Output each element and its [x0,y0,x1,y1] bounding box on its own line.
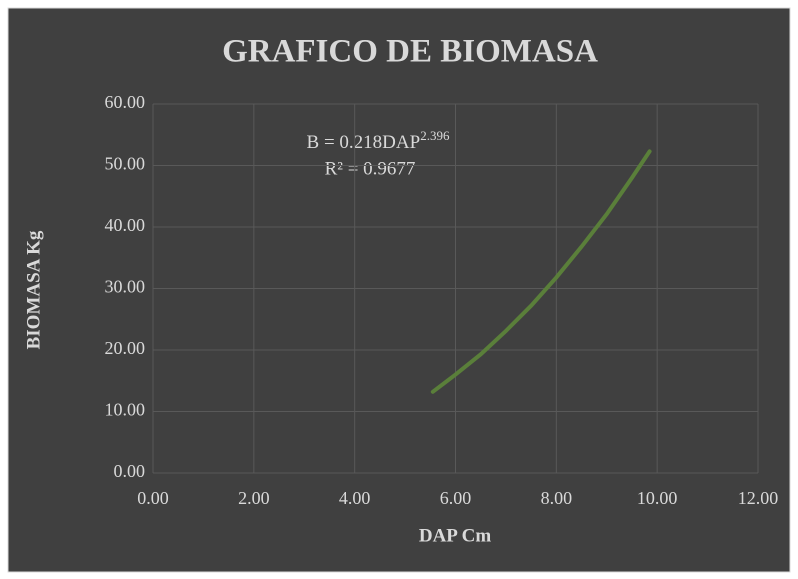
y-tick-label: 40.00 [105,215,146,235]
y-tick-label: 0.00 [114,461,146,481]
x-tick-label: 12.00 [738,488,779,508]
x-tick-label: 0.00 [137,488,169,508]
x-tick-label: 10.00 [637,488,678,508]
y-tick-label: 30.00 [105,277,146,297]
chart-title: GRAFICO DE BIOMASA [222,34,598,70]
chart-background [7,7,791,573]
y-axis-label: BIOMASA Kg [23,230,44,349]
x-tick-label: 4.00 [339,488,371,508]
y-tick-label: 20.00 [105,338,146,358]
x-axis-label: DAP Cm [419,525,491,546]
y-tick-label: 10.00 [105,400,146,420]
r-squared: R² = 0.9677 [325,158,416,179]
trend-line [430,149,652,394]
x-tick-label: 6.00 [440,488,472,508]
x-tick-label: 2.00 [238,488,270,508]
equation-text: B = 0.218DAP [307,132,421,153]
y-tick-label: 60.00 [105,92,146,112]
equation-exponent: 2.396 [420,128,450,143]
equation: B = 0.218DAP2.396 [307,128,450,153]
y-tick-label: 50.00 [105,154,146,174]
x-tick-label: 8.00 [541,488,573,508]
